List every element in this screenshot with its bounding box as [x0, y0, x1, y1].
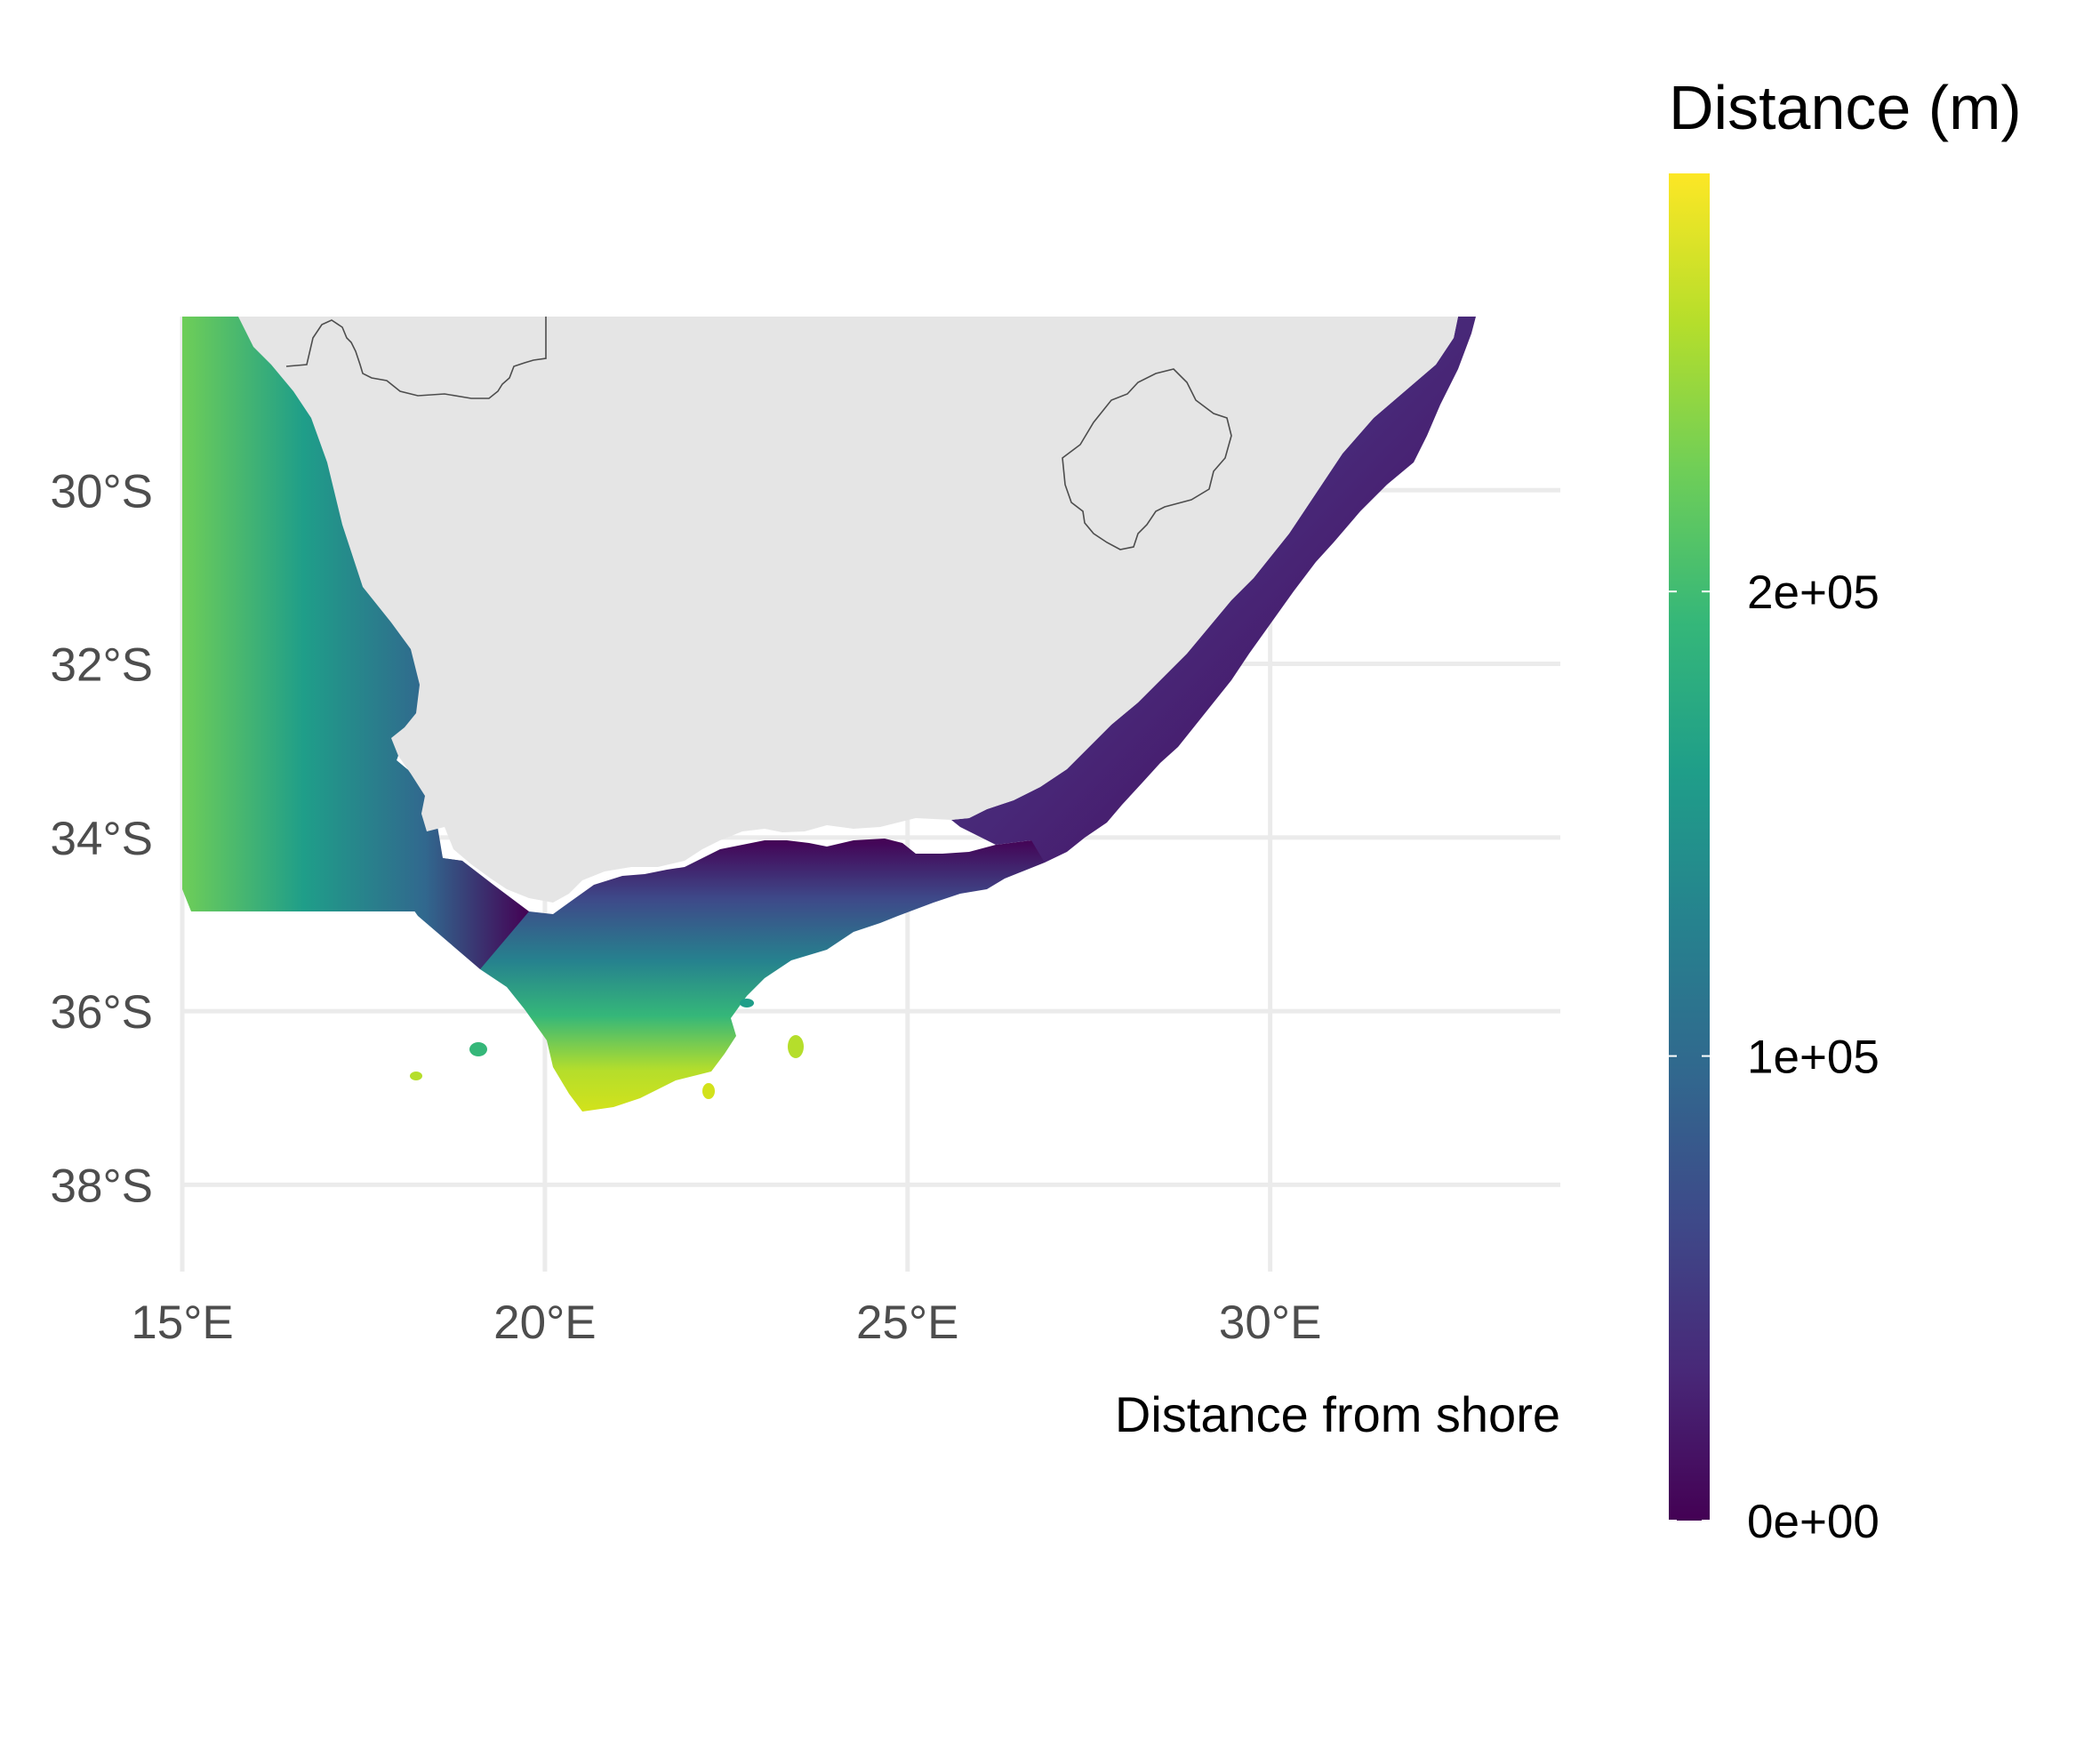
island-dot [410, 1072, 422, 1080]
island-dot [702, 1083, 715, 1099]
legend-ticks: 2e+05 1e+05 0e+00 [1669, 566, 1880, 1548]
west-coast-distance-band-outer [182, 317, 529, 974]
legend-tick-label: 2e+05 [1747, 566, 1880, 619]
y-axis-tick-labels: 30°S 32°S 34°S 36°S 38°S [51, 465, 154, 1212]
east-coast-distance-band [951, 317, 1476, 863]
y-tick-label: 34°S [51, 813, 154, 865]
island-dot [469, 1042, 487, 1056]
southern-africa-land [238, 317, 1458, 903]
legend-colorbar [1669, 173, 1710, 1521]
y-tick-label: 36°S [51, 986, 154, 1039]
y-tick-label: 38°S [51, 1160, 154, 1212]
y-tick-label: 32°S [51, 639, 154, 692]
y-tick-label: 30°S [51, 465, 154, 518]
legend-title: Distance (m) [1669, 73, 2022, 142]
x-tick-label: 30°E [1219, 1296, 1322, 1349]
map-caption: Distance from shore [1115, 1386, 1560, 1442]
x-tick-label: 15°E [131, 1296, 234, 1349]
island-dot [740, 999, 754, 1007]
legend-tick-label: 0e+00 [1747, 1496, 1880, 1548]
namibia-border [285, 317, 547, 399]
x-tick-label: 25°E [856, 1296, 959, 1349]
map-panel [182, 317, 1476, 1112]
color-legend: Distance (m) 2e+05 1e+05 0e+00 [1669, 73, 2022, 1548]
lesotho-border [1062, 368, 1232, 550]
agulhas-distance-band [480, 839, 1058, 1112]
island-dot [788, 1035, 804, 1058]
x-axis-tick-labels: 15°E 20°E 25°E 30°E [131, 1296, 1321, 1349]
x-tick-label: 20°E [493, 1296, 597, 1349]
legend-tick-label: 1e+05 [1747, 1032, 1880, 1084]
